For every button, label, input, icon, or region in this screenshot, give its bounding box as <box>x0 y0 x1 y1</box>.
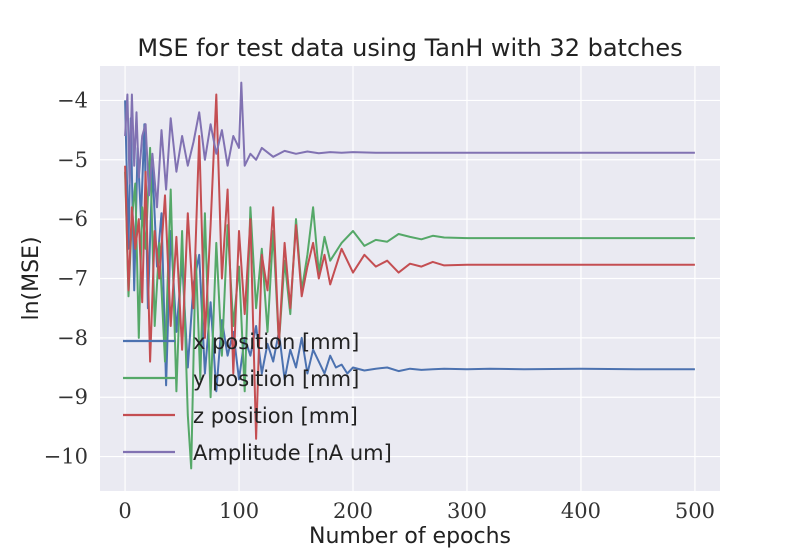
series-line-1 <box>124 100 695 393</box>
tick-labels: 0 100 200 300 400 500 −4 −5 −6 −7 −8 −9 −10 <box>44 88 715 523</box>
legend-label: x position [mm] <box>193 330 359 354</box>
series-line-3 <box>124 93 695 440</box>
y-tick-label: −8 <box>57 326 88 350</box>
x-axis-label: Number of epochs <box>309 524 511 549</box>
x-tick-label: 200 <box>333 499 373 523</box>
x-tick-label: 500 <box>675 499 715 523</box>
legend-label: Amplitude [nA um] <box>193 441 392 465</box>
x-tick-label: 100 <box>219 499 259 523</box>
chart-title: MSE for test data using TanH with 32 bat… <box>137 34 682 62</box>
x-tick-label: 300 <box>447 499 487 523</box>
series-lines <box>124 81 695 470</box>
y-tick-label: −5 <box>57 148 88 172</box>
series-line-4 <box>124 81 695 209</box>
x-tick-label: 0 <box>118 499 131 523</box>
y-tick-label: −4 <box>57 88 88 112</box>
legend-label: y position [mm] <box>193 367 359 391</box>
y-axis-label: ln(MSE) <box>19 236 44 320</box>
y-tick-label: −6 <box>57 207 88 231</box>
y-tick-label: −10 <box>44 445 88 469</box>
x-tick-label: 400 <box>561 499 601 523</box>
series-line-2 <box>124 146 695 470</box>
legend-label: z position [mm] <box>193 404 358 428</box>
y-tick-label: −9 <box>57 385 88 409</box>
legend: x position [mm] y position [mm] z position… <box>123 330 392 465</box>
y-tick-label: −7 <box>57 267 88 291</box>
